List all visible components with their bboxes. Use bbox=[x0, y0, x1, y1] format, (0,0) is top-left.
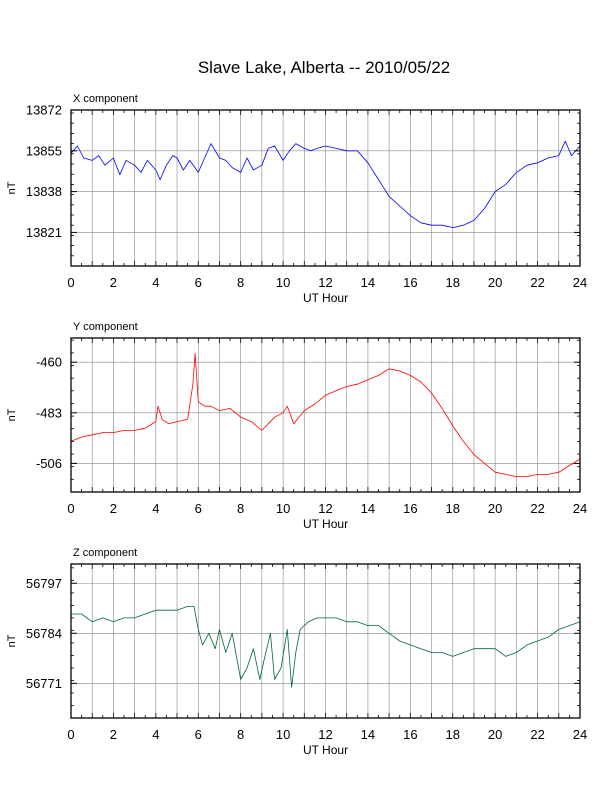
x-tick-label: 20 bbox=[488, 727, 502, 742]
x-tick-label: 22 bbox=[530, 275, 544, 290]
series-line-1 bbox=[70, 140, 581, 229]
x-tick-label: 2 bbox=[110, 501, 117, 516]
x-tick-label: 22 bbox=[530, 501, 544, 516]
x-tick-label: 0 bbox=[67, 727, 74, 742]
y-tick-label: 13872 bbox=[26, 103, 62, 118]
y-tick-label: 56784 bbox=[26, 626, 62, 641]
x-tick-label: 2 bbox=[110, 727, 117, 742]
x-tick-label: 8 bbox=[237, 275, 244, 290]
x-axis-label: UT Hour bbox=[303, 291, 348, 305]
x-axis-label: UT Hour bbox=[303, 743, 348, 757]
x-tick-label: 24 bbox=[573, 501, 587, 516]
x-tick-label: 10 bbox=[276, 727, 290, 742]
x-tick-label: 20 bbox=[488, 275, 502, 290]
x-tick-label: 12 bbox=[318, 275, 332, 290]
x-tick-label: 22 bbox=[530, 727, 544, 742]
x-tick-label: 2 bbox=[110, 275, 117, 290]
x-tick-label: 4 bbox=[152, 727, 159, 742]
y-axis-label: nT bbox=[6, 634, 18, 647]
y-tick-label: -506 bbox=[36, 456, 62, 471]
chart-panel-1: 0 2 4 6 8 10 12 14 16 18 20 22 241387213855138381382… bbox=[6, 93, 587, 305]
x-tick-label: 16 bbox=[403, 727, 417, 742]
x-tick-label: 6 bbox=[195, 275, 202, 290]
panel-title: Y component bbox=[73, 321, 138, 333]
x-tick-label: 0 bbox=[67, 275, 74, 290]
x-tick-label: 10 bbox=[276, 501, 290, 516]
x-tick-label: 14 bbox=[361, 501, 375, 516]
x-tick-label: 4 bbox=[152, 501, 159, 516]
series-line-3 bbox=[71, 606, 581, 688]
page-title: Slave Lake, Alberta -- 2010/05/22 bbox=[197, 58, 451, 77]
series-line-2 bbox=[70, 352, 581, 478]
x-tick-label: 18 bbox=[446, 501, 460, 516]
x-tick-label: 18 bbox=[446, 727, 460, 742]
x-axis-label: UT Hour bbox=[303, 517, 348, 531]
x-tick-label: 24 bbox=[573, 275, 587, 290]
x-tick-label: 24 bbox=[573, 727, 587, 742]
y-tick-label: 13855 bbox=[26, 143, 62, 158]
y-tick-label: -460 bbox=[36, 355, 62, 370]
x-tick-label: 20 bbox=[488, 501, 502, 516]
panel-title: X component bbox=[73, 93, 138, 105]
x-tick-label: 12 bbox=[318, 727, 332, 742]
y-tick-label: 13821 bbox=[26, 225, 62, 240]
x-tick-label: 16 bbox=[403, 501, 417, 516]
x-tick-label: 8 bbox=[237, 501, 244, 516]
y-axis-label: nT bbox=[6, 408, 18, 421]
x-tick-label: 14 bbox=[361, 727, 375, 742]
y-tick-label: 56771 bbox=[26, 676, 62, 691]
y-axis-label: nT bbox=[6, 181, 18, 194]
x-tick-label: 8 bbox=[237, 727, 244, 742]
y-tick-label: -483 bbox=[36, 405, 62, 420]
x-tick-label: 0 bbox=[67, 501, 74, 516]
x-tick-label: 14 bbox=[361, 275, 375, 290]
x-tick-label: 4 bbox=[152, 275, 159, 290]
x-tick-label: 12 bbox=[318, 501, 332, 516]
y-tick-label: 56797 bbox=[26, 576, 62, 591]
y-tick-label: 13838 bbox=[26, 184, 62, 199]
x-tick-label: 6 bbox=[195, 727, 202, 742]
x-tick-label: 6 bbox=[195, 501, 202, 516]
x-tick-label: 16 bbox=[403, 275, 417, 290]
x-tick-label: 18 bbox=[446, 275, 460, 290]
x-tick-label: 10 bbox=[276, 275, 290, 290]
panel-title: Z component bbox=[73, 547, 137, 559]
